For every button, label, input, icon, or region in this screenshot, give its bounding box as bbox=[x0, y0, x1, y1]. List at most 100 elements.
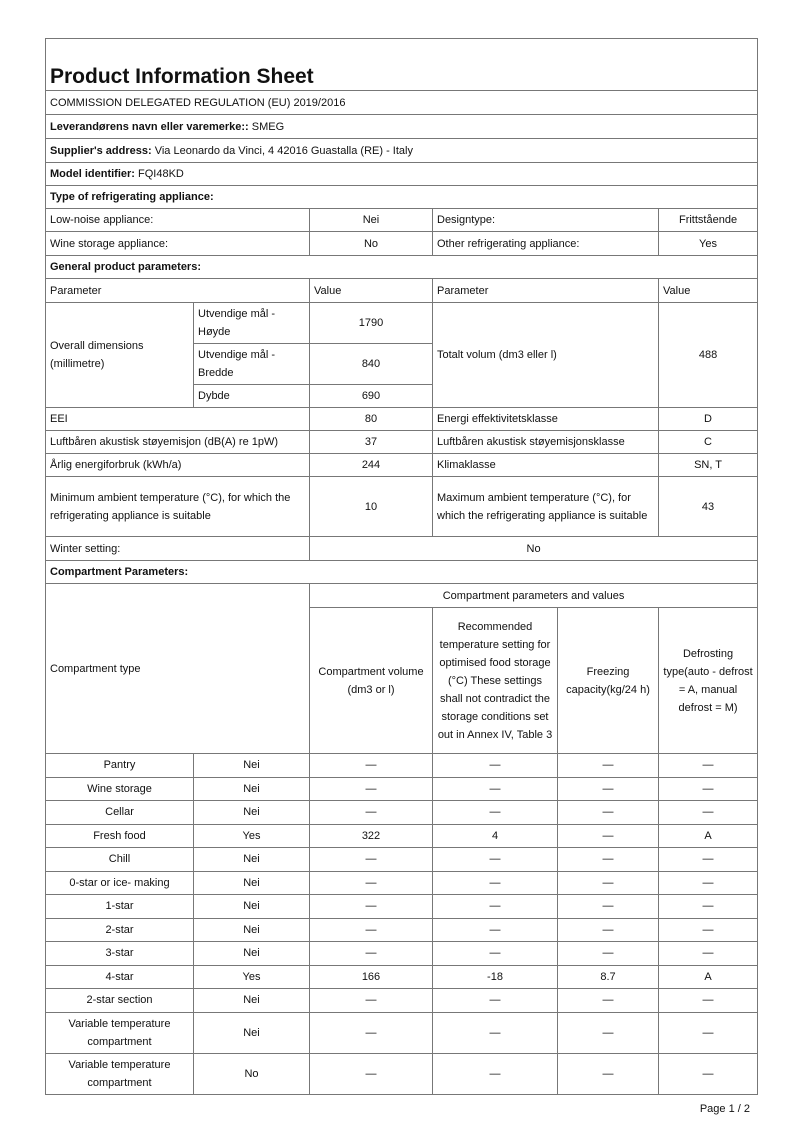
defrost-type: A bbox=[657, 964, 759, 989]
defrost-type: — bbox=[657, 870, 759, 895]
volume: — bbox=[309, 847, 433, 872]
compartment-row: 2-star section Nei — — — — bbox=[45, 988, 759, 1013]
compartment-row: Cellar Nei — — — — bbox=[45, 800, 759, 825]
width-label: Utvendige mål - Bredde bbox=[193, 343, 310, 385]
compartment-row: 1-star Nei — — — — bbox=[45, 894, 759, 919]
temperature: 4 bbox=[432, 823, 558, 848]
height-value: 1790 bbox=[309, 302, 433, 344]
header: Value bbox=[309, 278, 433, 303]
header: Parameter bbox=[45, 278, 310, 303]
freezing-capacity: — bbox=[557, 941, 659, 966]
compartment-name: 0-star or ice- making bbox=[45, 870, 194, 895]
defrost-type: — bbox=[657, 941, 759, 966]
compartment-type-header: Compartment type bbox=[45, 583, 310, 754]
parameter-value: 80 bbox=[309, 407, 433, 431]
winter-value: No bbox=[308, 536, 759, 561]
label: Wine storage appliance: bbox=[45, 231, 310, 256]
depth-value: 690 bbox=[309, 384, 433, 408]
compartment-row: Fresh food Yes 322 4— A bbox=[45, 823, 759, 848]
header: Value bbox=[657, 278, 759, 303]
parameter-value: C bbox=[657, 430, 759, 454]
compartment-name: Wine storage bbox=[45, 776, 194, 801]
table-row: Luftbåren akustisk støyemisjon (dB(A) re… bbox=[45, 430, 759, 454]
width-value: 840 bbox=[309, 343, 433, 385]
volume: — bbox=[309, 753, 433, 778]
compartment-name: Variable temperature compartment bbox=[45, 1052, 194, 1095]
winter-label: Winter setting: bbox=[45, 536, 310, 561]
table-row: Low-noise appliance: Nei Designtype: Fritts… bbox=[45, 208, 759, 232]
freezing-capacity: — bbox=[557, 870, 659, 895]
temperature: — bbox=[432, 988, 558, 1013]
defrost-type: — bbox=[657, 800, 759, 825]
compartment-name: 2-star section bbox=[45, 988, 194, 1013]
compartment-name: Cellar bbox=[45, 800, 194, 825]
compartment-group-header: Compartment parameters and values bbox=[308, 583, 759, 608]
general-heading: General product parameters: bbox=[44, 255, 759, 279]
volume: — bbox=[309, 894, 433, 919]
compartment-row: 3-star Nei — — — — bbox=[45, 941, 759, 966]
volume: — bbox=[309, 917, 433, 942]
present: Nei bbox=[193, 870, 310, 895]
compartment-name: Variable temperature compartment bbox=[45, 1011, 194, 1054]
compartment-row: Chill Nei — — — — bbox=[45, 847, 759, 872]
volume: — bbox=[309, 800, 433, 825]
present: Nei bbox=[193, 988, 310, 1013]
type-heading: Type of refrigerating appliance: bbox=[44, 185, 759, 209]
freezing-capacity: — bbox=[557, 823, 659, 848]
compartment-row: 2-star Nei — — — — bbox=[45, 917, 759, 942]
present: Nei bbox=[193, 1011, 310, 1054]
dimensions-label: Overall dimensions (millimetre) bbox=[45, 302, 194, 408]
label: Low-noise appliance: bbox=[45, 208, 310, 232]
freezing-capacity: — bbox=[557, 1011, 659, 1054]
defrost-type: — bbox=[657, 894, 759, 919]
compartment-row: 4-star Yes 166 -18 8.7 A bbox=[45, 964, 759, 989]
volume: 322 bbox=[309, 823, 433, 848]
value: Frittstående bbox=[657, 208, 759, 232]
volume: — bbox=[309, 1011, 433, 1054]
compartment-row: Pantry Nei — — — — bbox=[45, 753, 759, 778]
label: Other refrigerating appliance: bbox=[432, 231, 659, 256]
present: Yes bbox=[193, 823, 310, 848]
parameter-label: EEI bbox=[45, 407, 310, 431]
page-number: Page 1 / 2 bbox=[699, 1103, 750, 1115]
compartment-name: Pantry bbox=[45, 753, 194, 778]
compartment-name: Chill bbox=[45, 847, 194, 872]
present: Nei bbox=[193, 800, 310, 825]
volume: — bbox=[309, 776, 433, 801]
compartment-row: 0-star or ice- making Nei — — — — bbox=[45, 870, 759, 895]
defrost-type: — bbox=[657, 847, 759, 872]
compartment-row: Variable temperature compartment No — — — — bbox=[45, 1052, 759, 1095]
temperature: — bbox=[432, 894, 558, 919]
product-information-table: Product Information Sheet COMMISSION DEL… bbox=[44, 38, 759, 1095]
volume: — bbox=[309, 988, 433, 1013]
present: Nei bbox=[193, 847, 310, 872]
volume-header: Compartment volume (dm3 or l) bbox=[309, 607, 433, 754]
defrost-type: — bbox=[657, 1052, 759, 1095]
present: Nei bbox=[193, 894, 310, 919]
freezing-capacity: — bbox=[557, 1052, 659, 1095]
present: Yes bbox=[193, 964, 310, 989]
temperature: -18 bbox=[432, 964, 558, 989]
present: No bbox=[193, 1052, 310, 1095]
temperature: — bbox=[432, 847, 558, 872]
supplier-name: Leverandørens navn eller varemerke:: SME… bbox=[44, 114, 759, 139]
defrost-type: — bbox=[657, 1011, 759, 1054]
compartment-name: Fresh food bbox=[45, 823, 194, 848]
parameter-value: SN, T bbox=[657, 453, 759, 477]
value: Yes bbox=[657, 231, 759, 256]
freezing-capacity: — bbox=[557, 753, 659, 778]
freezing-capacity: — bbox=[557, 894, 659, 919]
freezing-capacity: — bbox=[557, 800, 659, 825]
volume: 166 bbox=[309, 964, 433, 989]
parameter-value: 10 bbox=[309, 476, 433, 537]
table-row: Minimum ambient temperature (°C), for wh… bbox=[45, 476, 759, 537]
parameter-label: Minimum ambient temperature (°C), for wh… bbox=[45, 476, 310, 537]
param-header: Parameter Value Parameter Value bbox=[45, 278, 759, 303]
defrost-type: — bbox=[657, 753, 759, 778]
compartment-name: 4-star bbox=[45, 964, 194, 989]
compartment-name: 3-star bbox=[45, 941, 194, 966]
page-title: Product Information Sheet bbox=[44, 38, 759, 91]
compartment-name: 1-star bbox=[45, 894, 194, 919]
compartment-row: Wine storage Nei — — — — bbox=[45, 776, 759, 801]
compartment-row: Variable temperature compartment Nei — — — — bbox=[45, 1011, 759, 1054]
